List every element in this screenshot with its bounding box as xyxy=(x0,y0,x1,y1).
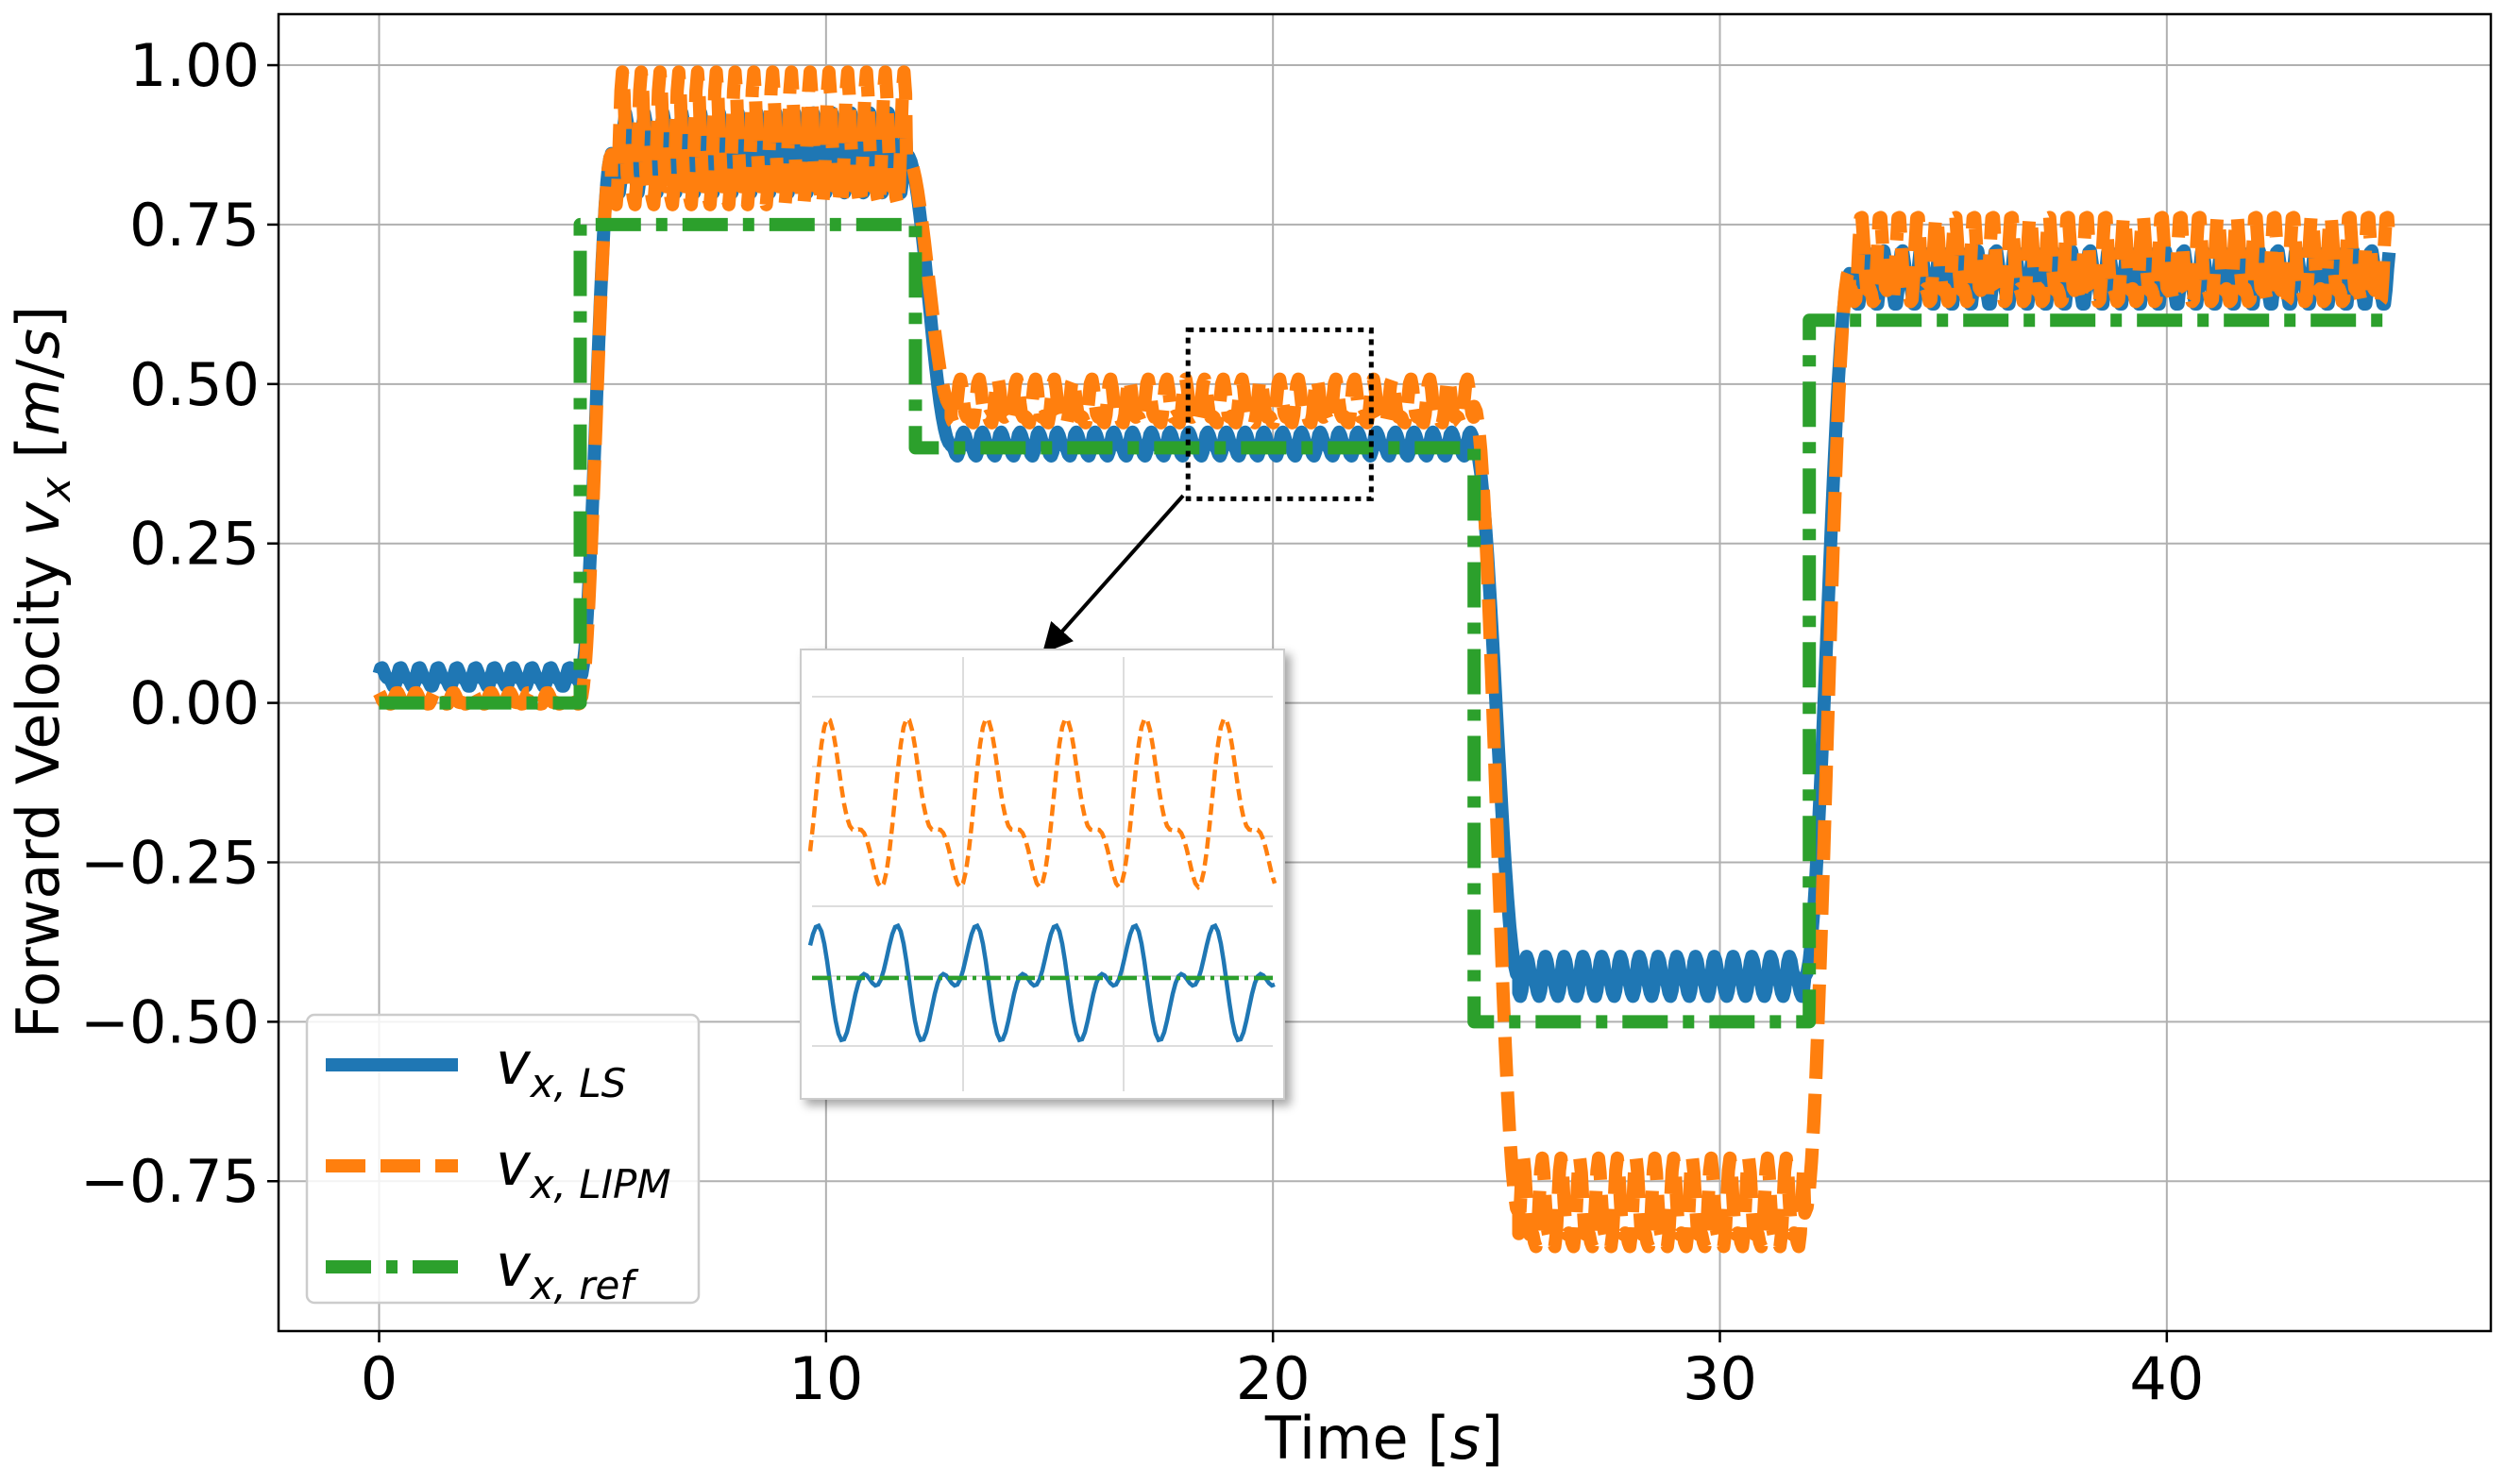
legend: vx, LS vx, LIPM vx, ref xyxy=(305,1013,701,1308)
y-ticks: 1.00 0.75 0.50 0.25 0.00 −0.25 −0.50 −0.75 xyxy=(80,31,279,1216)
y-tick-label: 0.75 xyxy=(129,191,260,260)
legend-frame xyxy=(305,1013,701,1305)
x-tick-label: 40 xyxy=(2129,1344,2204,1413)
inset-series-line-1 xyxy=(807,922,1276,1043)
x-tick-label: 20 xyxy=(1236,1344,1311,1413)
x-tick-label: 10 xyxy=(788,1344,863,1413)
x-tick-label: 0 xyxy=(361,1344,398,1413)
series-line-2 xyxy=(373,65,2396,1254)
y-tick-label: −0.75 xyxy=(80,1147,260,1216)
legend-label-1: vx, LS xyxy=(496,1029,626,1106)
inset-zoom xyxy=(800,649,1285,1100)
inset-series xyxy=(807,716,1278,1043)
legend-label-2: vx, LIPM xyxy=(496,1130,671,1207)
y-tick-label: 1.00 xyxy=(129,31,260,100)
series-line-3 xyxy=(379,217,2391,1029)
plot-frame xyxy=(277,12,2493,1333)
y-tick-label: −0.50 xyxy=(80,987,260,1056)
zoom-arrow xyxy=(1041,494,1185,654)
zoom-region-box xyxy=(1185,327,1374,501)
y-tick-label: −0.25 xyxy=(80,828,260,897)
x-tick-label: 30 xyxy=(1683,1344,1757,1413)
series-line-1 xyxy=(372,106,2396,1003)
legend-label-3: vx, ref xyxy=(496,1231,639,1308)
y-axis-label: Forward Velocity vx [m/s] xyxy=(4,306,80,1038)
inset-series-line-2 xyxy=(807,716,1278,891)
series-layer xyxy=(372,65,2396,1254)
y-tick-label: 0.25 xyxy=(129,510,260,579)
x-axis-label: Time [s] xyxy=(1264,1404,1503,1473)
y-tick-label: 0.50 xyxy=(129,350,260,419)
y-tick-label: 0.00 xyxy=(129,669,260,738)
x-ticks: 0 10 20 30 40 xyxy=(361,1331,2204,1413)
